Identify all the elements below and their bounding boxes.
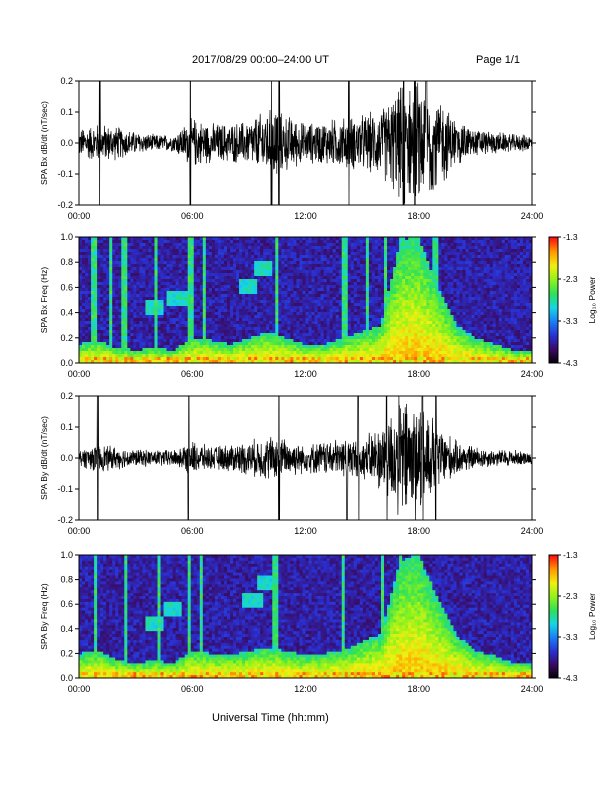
y-tick-label-by-dbdt: 0.2 [60,391,73,401]
colorbar-tick-label-bx-spectrogram: -1.3 [563,232,578,242]
colorbar-label-bx-spectrogram: Log₁₀ Power [587,276,597,323]
y-tick-label-bx-spectrogram: 1.0 [60,232,73,242]
y-tick-label-bx-spectrogram: 0.2 [60,333,73,343]
x-tick-label-by-spectrogram: 12:00 [294,684,317,694]
x-tick-label-by-dbdt: 00:00 [68,526,91,536]
y-tick-label-by-dbdt: 0.0 [60,453,73,463]
panel-by-dbdt: 0.2 0.1 0.0 -0.1 -0.200:00 06:00 12:00 18:00 24:… [39,391,544,536]
x-tick-label-bx-dbdt: 12:00 [294,211,317,221]
y-axis-label-bx-spectrogram: SPA Bx Freq (Hz) [39,267,49,334]
x-tick-label-bx-spectrogram: 00:00 [68,369,91,379]
colorbar-tick-label-by-spectrogram: -3.3 [563,632,578,642]
x-tick-label-by-dbdt: 18:00 [407,526,430,536]
y-tick-label-bx-spectrogram: 0.4 [60,308,73,318]
y-tick-label-by-dbdt: 0.1 [60,422,73,432]
x-tick-label-by-dbdt: 12:00 [294,526,317,536]
panel-bx-spectrogram: 1.0 0.8 0.6 0.4 0.2 0.000:00 06:00 12:00 18:00 24… [39,232,597,379]
y-tick-label-by-spectrogram: 1.0 [60,550,73,560]
y-tick-label-bx-dbdt: -0.2 [57,200,73,210]
plot-frame-by-dbdt [78,395,533,521]
heatmap-cells-by-spectrogram [79,555,533,679]
y-axis-label-bx-dbdt: SPA Bx dB/dt (nT/sec) [39,101,49,185]
colorbar-frame-by-spectrogram [548,554,559,679]
y-tick-label-bx-spectrogram: 0.6 [60,282,73,292]
x-axis-label: Universal Time (hh:mm) [212,712,329,724]
x-tick-label-bx-spectrogram: 12:00 [294,369,317,379]
panel-bx-dbdt: 0.2 0.1 0.0 -0.1 -0.200:00 06:00 12:00 18:00 24:… [39,76,544,221]
colorbar-tick-label-by-spectrogram: -2.3 [563,591,578,601]
colorbar-tick-label-by-spectrogram: -4.3 [563,673,578,683]
y-tick-label-bx-dbdt: 0.2 [60,76,73,86]
y-tick-label-bx-dbdt: 0.1 [60,107,73,117]
panel-by-spectrogram: 1.0 0.8 0.6 0.4 0.2 0.000:00 06:00 12:00 18:00 24… [39,550,597,694]
x-tick-label-bx-spectrogram: 24:00 [521,369,544,379]
x-tick-label-bx-dbdt: 06:00 [181,211,204,221]
y-tick-label-by-spectrogram: 0.8 [60,575,73,585]
plot-frame-bx-dbdt [78,80,533,206]
x-tick-label-bx-dbdt: 18:00 [407,211,430,221]
x-tick-label-bx-dbdt: 24:00 [521,211,544,221]
colorbar-tick-label-bx-spectrogram: -4.3 [563,358,578,368]
y-tick-label-by-spectrogram: 0.2 [60,648,73,658]
colorbar-frame-bx-spectrogram [548,236,559,364]
page-label: Page 1/1 [476,54,521,66]
colorbar-bx-spectrogram: -1.3 -2.3 -3.3 -4.3 Log₁₀ Power [548,232,597,368]
colorbar-tick-label-bx-spectrogram: -3.3 [563,316,578,326]
plot-frame-bx-spectrogram [78,236,533,364]
x-tick-label-by-spectrogram: 00:00 [68,684,91,694]
y-tick-label-by-dbdt: -0.1 [57,484,73,494]
colorbar-tick-label-by-spectrogram: -1.3 [563,550,578,560]
colorbar-label-by-spectrogram: Log₁₀ Power [587,593,597,640]
series-line-by-dbdt [79,396,532,520]
x-tick-label-bx-spectrogram: 06:00 [181,369,204,379]
x-tick-label-bx-spectrogram: 18:00 [407,369,430,379]
y-tick-label-by-dbdt: -0.2 [57,515,73,525]
colorbar-by-spectrogram: -1.3 -2.3 -3.3 -4.3 Log₁₀ Power [548,550,597,683]
x-tick-label-bx-dbdt: 00:00 [68,211,91,221]
y-tick-label-by-spectrogram: 0.4 [60,624,73,634]
heatmap-cells-bx-spectrogram [79,237,533,364]
y-tick-label-bx-dbdt: -0.1 [57,169,73,179]
colorbar-tick-label-bx-spectrogram: -2.3 [563,274,578,284]
x-tick-label-by-dbdt: 06:00 [181,526,204,536]
x-tick-label-by-spectrogram: 06:00 [181,684,204,694]
y-tick-label-by-spectrogram: 0.0 [60,673,73,683]
y-tick-label-bx-spectrogram: 0.0 [60,358,73,368]
y-axis-label-by-spectrogram: SPA By Freq (Hz) [39,583,49,650]
plot-frame-by-spectrogram [78,554,533,679]
x-tick-label-by-spectrogram: 24:00 [521,684,544,694]
y-tick-label-bx-dbdt: 0.0 [60,138,73,148]
x-tick-label-by-spectrogram: 18:00 [407,684,430,694]
series-line-bx-dbdt [79,81,532,205]
x-tick-label-by-dbdt: 24:00 [521,526,544,536]
y-tick-label-by-spectrogram: 0.6 [60,599,73,609]
y-axis-label-by-dbdt: SPA By dB/dt (nT/sec) [39,416,49,500]
y-tick-label-bx-spectrogram: 0.8 [60,257,73,267]
figure-title: 2017/08/29 00:00–24:00 UT [192,54,330,66]
